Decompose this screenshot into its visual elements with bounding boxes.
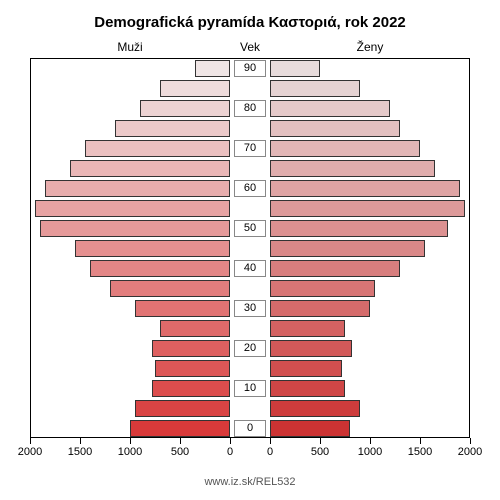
bar-male	[115, 120, 230, 137]
bar-male	[152, 380, 230, 397]
bar-male	[40, 220, 230, 237]
bar-female	[270, 380, 345, 397]
x-tick-label: 2000	[458, 446, 482, 458]
bar-male	[45, 180, 230, 197]
bar-male	[155, 360, 230, 377]
x-tick	[30, 438, 31, 444]
x-tick-label: 500	[311, 446, 329, 458]
bar-female	[270, 240, 425, 257]
x-tick	[420, 438, 421, 444]
bar-male	[35, 200, 230, 217]
bar-female	[270, 360, 342, 377]
population-pyramid-chart: Demografická pyramída Καστοριά, rok 2022…	[0, 0, 500, 500]
bar-female	[270, 140, 420, 157]
x-tick	[370, 438, 371, 444]
bar-male	[135, 400, 230, 417]
bar-female	[270, 320, 345, 337]
bar-female	[270, 220, 448, 237]
bar-female	[270, 340, 352, 357]
x-tick-label: 500	[171, 446, 189, 458]
bar-female	[270, 420, 350, 437]
age-tick-label: 70	[230, 142, 270, 154]
x-tick	[130, 438, 131, 444]
x-tick-label: 2000	[18, 446, 42, 458]
x-tick	[470, 438, 471, 444]
bar-female	[270, 60, 320, 77]
x-tick	[180, 438, 181, 444]
x-tick	[320, 438, 321, 444]
x-tick-label: 1000	[118, 446, 142, 458]
bar-female	[270, 120, 400, 137]
header-females-label: Ženy	[330, 40, 410, 54]
x-tick-label: 0	[267, 446, 273, 458]
age-tick-label: 40	[230, 262, 270, 274]
bar-male	[70, 160, 230, 177]
age-tick-label: 50	[230, 222, 270, 234]
plot-area-females	[270, 58, 470, 438]
plot-area-males	[30, 58, 230, 438]
bar-female	[270, 400, 360, 417]
bar-male	[130, 420, 230, 437]
x-tick	[230, 438, 231, 444]
bar-male	[85, 140, 230, 157]
bar-female	[270, 180, 460, 197]
x-tick-label: 0	[227, 446, 233, 458]
bar-male	[110, 280, 230, 297]
bar-female	[270, 80, 360, 97]
bar-female	[270, 160, 435, 177]
bar-male	[75, 240, 230, 257]
x-tick	[80, 438, 81, 444]
bar-female	[270, 300, 370, 317]
age-tick-label: 60	[230, 182, 270, 194]
bar-female	[270, 100, 390, 117]
bar-male	[195, 60, 230, 77]
age-axis-column: 0 10 20 30 40 50 60 70 80 90	[230, 58, 270, 438]
bar-male	[135, 300, 230, 317]
bar-male	[160, 320, 230, 337]
bar-female	[270, 280, 375, 297]
x-tick	[270, 438, 271, 444]
age-tick-label: 80	[230, 102, 270, 114]
age-tick-label: 20	[230, 342, 270, 354]
source-footer: www.iz.sk/REL532	[0, 476, 500, 488]
x-tick-label: 1500	[68, 446, 92, 458]
header-age-label: Vek	[230, 40, 270, 54]
bar-male	[160, 80, 230, 97]
age-tick-label: 90	[230, 62, 270, 74]
age-tick-label: 10	[230, 382, 270, 394]
x-tick-label: 1000	[358, 446, 382, 458]
x-tick-label: 1500	[408, 446, 432, 458]
age-tick-label: 0	[230, 422, 270, 434]
bar-female	[270, 200, 465, 217]
bar-male	[152, 340, 230, 357]
chart-title: Demografická pyramída Καστοριά, rok 2022	[0, 14, 500, 31]
header-males-label: Muži	[90, 40, 170, 54]
bar-male	[90, 260, 230, 277]
bar-male	[140, 100, 230, 117]
age-tick-label: 30	[230, 302, 270, 314]
bar-female	[270, 260, 400, 277]
